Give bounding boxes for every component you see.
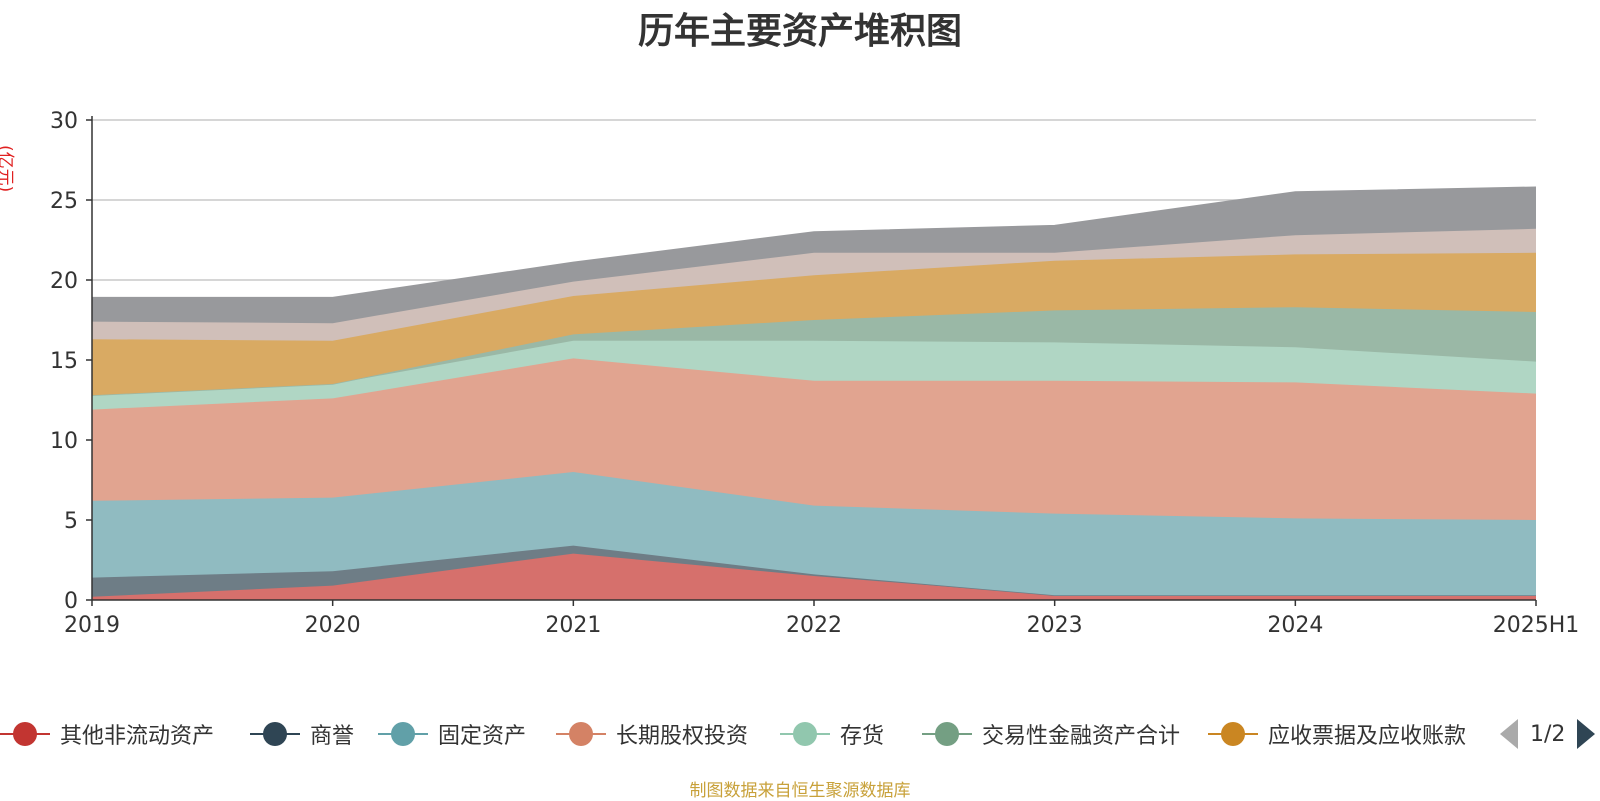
area-series-7 (92, 252, 1536, 396)
triangle-left-icon[interactable] (1500, 719, 1518, 749)
axes: 0 5 10 15 20 25 30 2019 2020 2021 2022 2023 2024 2025… (50, 109, 1579, 638)
legend-item[interactable]: 交易性金融资产合计 (922, 716, 1180, 752)
source-note: 制图数据来自恒生聚源数据库 (689, 781, 911, 801)
legend-item[interactable]: 应收票据及应收账款 (1208, 716, 1466, 752)
y-tick-label: 5 (64, 509, 78, 534)
area-series-4 (92, 358, 1536, 520)
legend-label: 应收票据及应收账款 (1268, 724, 1467, 749)
area-series (91, 186, 1537, 600)
legend-label: 固定资产 (438, 724, 527, 749)
x-tick-label: 2024 (1267, 613, 1323, 638)
x-tick-label: 2023 (1027, 613, 1083, 638)
legend-item[interactable]: 固定资产 (378, 716, 526, 752)
legend-marker-icon (922, 722, 972, 746)
legend-marker-icon (556, 722, 606, 746)
legend-marker-icon (378, 722, 428, 746)
legend-pager: 1/2 (1500, 716, 1596, 752)
triangle-right-icon[interactable] (1577, 719, 1596, 749)
legend: 其他非流动资产 商誉 固定资产 长期股权投资 存货 交易性金融资产合计 应收票据及应收账款 (0, 716, 1600, 752)
legend-marker-icon (780, 722, 830, 746)
legend-item[interactable]: 其他非流动资产 (0, 716, 214, 752)
legend-label: 存货 (840, 724, 885, 749)
y-tick-label: 30 (50, 109, 78, 134)
legend-marker-icon (250, 722, 300, 746)
area-series-6 (92, 307, 1536, 396)
y-tick-label: 0 (64, 589, 78, 614)
legend-marker-icon (0, 722, 50, 746)
x-tick-label: 2019 (64, 613, 120, 638)
legend-page-indicator: 1/2 (1530, 721, 1566, 747)
area-series-3 (92, 472, 1536, 596)
legend-item[interactable]: 商誉 (250, 716, 354, 752)
area-series-8 (92, 228, 1536, 341)
legend-label: 长期股权投资 (616, 724, 749, 749)
area-series-line-9 (92, 186, 1537, 299)
area-series-1 (92, 553, 1536, 600)
legend-label: 其他非流动资产 (60, 724, 215, 749)
legend-label: 交易性金融资产合计 (982, 724, 1181, 749)
legend-label: 商誉 (310, 724, 355, 749)
x-tick-label: 2021 (545, 613, 601, 638)
area-series-5 (92, 340, 1536, 410)
y-tick-label: 15 (50, 349, 78, 374)
stacked-area-chart: 0 5 10 15 20 25 30 2019 2020 2021 2022 2023 2024 2025… (50, 109, 1579, 638)
x-tick-label: 2022 (786, 613, 842, 638)
x-tick-label: 2020 (305, 613, 361, 638)
legend-item[interactable]: 存货 (780, 716, 884, 752)
legend-marker-icon (1208, 722, 1258, 746)
x-tick-label: 2025H1 (1493, 613, 1580, 638)
chart-title: 历年主要资产堆积图 (637, 11, 962, 52)
y-tick-label: 20 (50, 269, 78, 294)
area-series-9 (92, 187, 1536, 324)
y-tick-label: 10 (50, 429, 78, 454)
legend-item[interactable]: 长期股权投资 (556, 716, 748, 752)
area-series-2 (92, 545, 1536, 597)
y-tick-label: 25 (50, 189, 78, 214)
